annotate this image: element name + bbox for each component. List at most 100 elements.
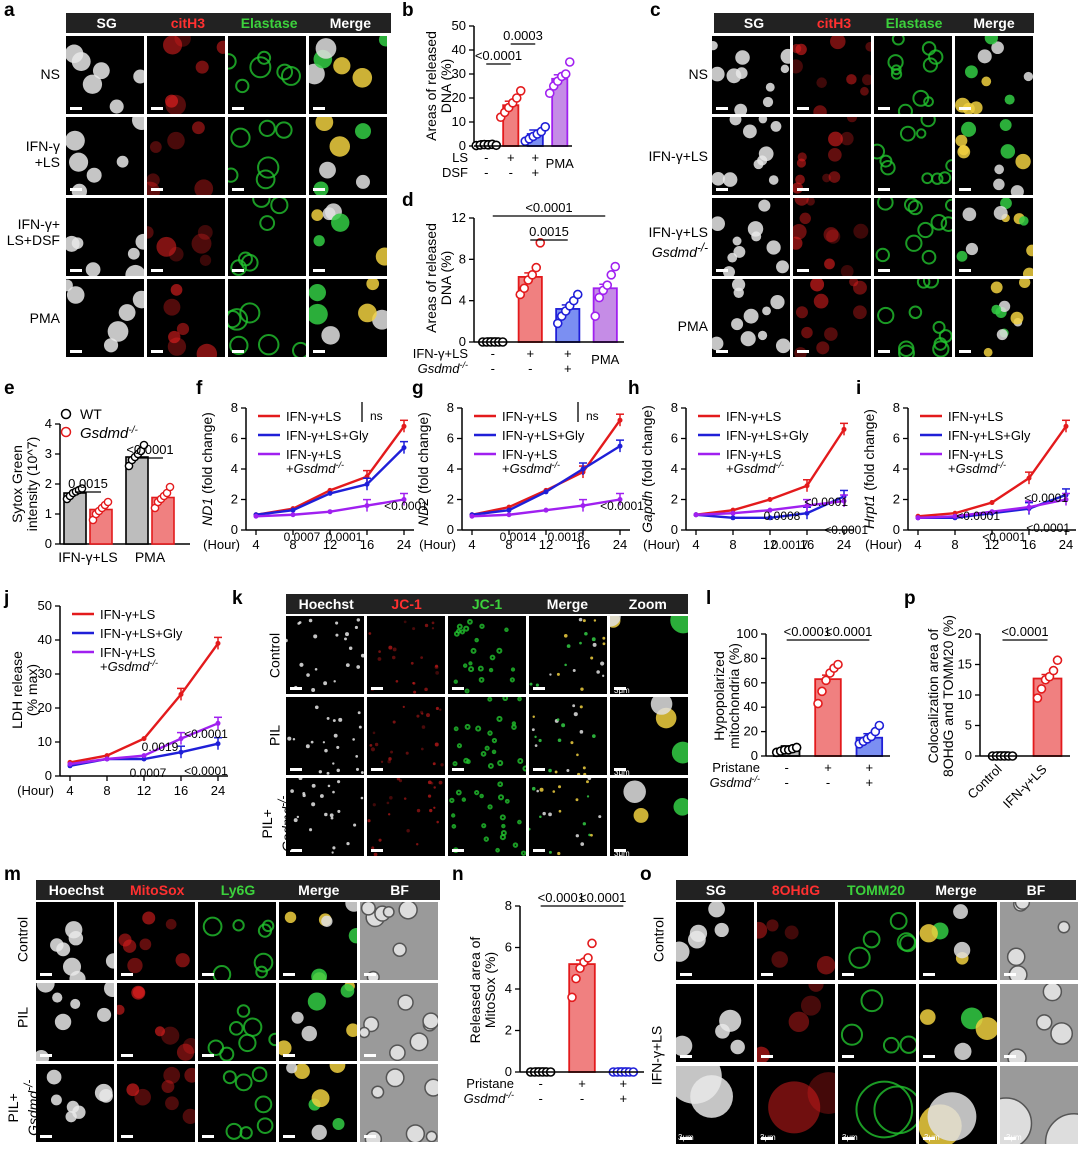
cell bbox=[922, 279, 940, 289]
annotation: <0.0001 bbox=[579, 890, 626, 905]
cell bbox=[433, 786, 436, 789]
cell bbox=[105, 953, 114, 969]
cell bbox=[496, 715, 503, 723]
annotation: <0.0001 bbox=[600, 499, 644, 513]
micrograph-tile bbox=[309, 279, 387, 357]
cell bbox=[109, 99, 124, 114]
cell bbox=[229, 335, 249, 356]
cell bbox=[36, 983, 55, 993]
cell bbox=[919, 1009, 936, 1025]
condition-value: - bbox=[484, 150, 488, 165]
legend-label: IFN-γ+LS+Gly bbox=[502, 428, 585, 443]
legend-label: IFN-γ+LS bbox=[100, 645, 156, 660]
scale-bar bbox=[283, 1135, 295, 1138]
cell bbox=[687, 930, 706, 949]
cell bbox=[477, 665, 484, 672]
scale-bar bbox=[797, 188, 809, 191]
scale-bar bbox=[40, 1135, 52, 1138]
cell bbox=[434, 742, 439, 747]
cell bbox=[424, 687, 428, 692]
condition-value: - bbox=[538, 1091, 542, 1106]
annotation: 0.0007 bbox=[284, 530, 321, 544]
cell bbox=[676, 941, 690, 962]
cell bbox=[807, 1072, 835, 1114]
y-tick-label: 20 bbox=[744, 724, 758, 739]
cell bbox=[932, 340, 950, 357]
cell bbox=[310, 740, 314, 744]
condition-value: + bbox=[578, 1076, 586, 1091]
cell bbox=[538, 738, 542, 743]
cell bbox=[591, 637, 596, 642]
cell bbox=[170, 283, 183, 296]
cell bbox=[228, 310, 242, 329]
cell bbox=[396, 778, 401, 781]
cell bbox=[623, 780, 646, 803]
x-axis-label: (Hour) bbox=[419, 537, 456, 552]
cell bbox=[311, 802, 316, 807]
cell bbox=[511, 724, 517, 730]
y-axis-label: ND2 (fold change) bbox=[415, 412, 431, 526]
cell bbox=[420, 710, 424, 714]
cell bbox=[554, 770, 558, 774]
cell bbox=[378, 36, 387, 47]
micrograph-tile bbox=[66, 117, 144, 195]
cell bbox=[557, 738, 562, 743]
legend-label: IFN-γ+LS bbox=[726, 447, 782, 462]
micrograph-tile bbox=[147, 198, 225, 276]
cell bbox=[735, 50, 750, 65]
cell bbox=[330, 816, 334, 820]
cell bbox=[670, 616, 688, 634]
header-merge: Merge bbox=[546, 596, 589, 612]
cell bbox=[480, 751, 487, 757]
cell bbox=[897, 103, 913, 114]
cell bbox=[451, 813, 456, 818]
cell bbox=[228, 308, 249, 331]
condition-value: - bbox=[528, 361, 532, 376]
y-tick-label: 30 bbox=[452, 66, 466, 81]
legend-label: +Gsdmd-/- bbox=[948, 460, 1006, 476]
y-tick-label: 40 bbox=[744, 699, 758, 714]
data-point bbox=[535, 238, 546, 248]
legend-label: IFN-γ+LS+Gly bbox=[948, 428, 1031, 443]
data-point bbox=[543, 507, 549, 513]
x-tick-label: 8 bbox=[951, 537, 958, 552]
y-axis-label: Gapdh (fold change) bbox=[639, 405, 655, 533]
cell bbox=[85, 262, 101, 276]
y-tick-label: 6 bbox=[671, 431, 678, 446]
cell bbox=[268, 1032, 276, 1047]
cell bbox=[770, 294, 785, 310]
y-tick-label: 0 bbox=[231, 522, 238, 537]
cell bbox=[957, 145, 971, 159]
data-point bbox=[506, 507, 512, 513]
cell bbox=[92, 62, 110, 80]
legend-label: +Gsdmd-/- bbox=[286, 460, 344, 476]
cell bbox=[257, 333, 280, 356]
micrograph-tile bbox=[1000, 1066, 1078, 1144]
row-label-ifn-ls-gsdmd: IFN-γ+LS Gsdmd-/- bbox=[630, 224, 708, 260]
cell bbox=[1000, 144, 1016, 159]
cell bbox=[302, 793, 306, 798]
cell bbox=[501, 823, 506, 829]
cell bbox=[314, 667, 318, 671]
cell bbox=[539, 787, 544, 792]
cell bbox=[385, 1068, 405, 1088]
cell bbox=[579, 705, 583, 709]
cell bbox=[712, 66, 725, 82]
cell bbox=[865, 41, 871, 52]
annotation: <0.0001 bbox=[184, 727, 228, 741]
cell bbox=[66, 286, 85, 304]
cell bbox=[495, 847, 500, 853]
cell bbox=[377, 657, 382, 661]
annotation: <0.0001 bbox=[1024, 491, 1068, 505]
scale-bar bbox=[40, 1054, 52, 1057]
cell bbox=[46, 1069, 62, 1085]
micrograph-tile bbox=[610, 697, 688, 775]
cell bbox=[548, 812, 552, 817]
cell bbox=[633, 807, 649, 823]
cell bbox=[255, 965, 268, 979]
cell bbox=[610, 616, 621, 627]
cell bbox=[463, 625, 470, 632]
zoom-scale-label: 3μm bbox=[760, 1133, 776, 1142]
x-tick-label: 12 bbox=[763, 537, 777, 552]
cell bbox=[780, 64, 790, 74]
